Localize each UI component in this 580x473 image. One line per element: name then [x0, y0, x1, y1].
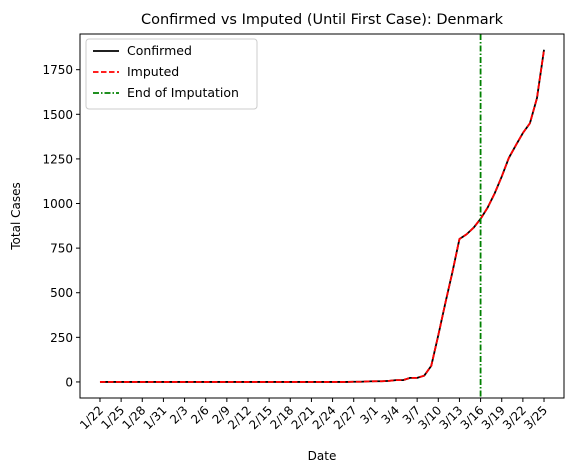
y-tick-label: 500 [50, 286, 73, 300]
legend-box [85, 38, 258, 110]
y-tick-label: 1000 [42, 197, 73, 211]
series-line-imputed [99, 49, 545, 383]
x-tick-label: 2/27 [331, 403, 360, 432]
y-tick-label: 1500 [42, 108, 73, 122]
y-tick-label: 0 [65, 375, 73, 389]
chart-title: Confirmed vs Imputed (Until First Case):… [141, 12, 504, 28]
x-tick-label: 2/6 [188, 403, 212, 427]
x-axis: 1/221/251/281/312/32/62/92/122/152/182/2… [77, 398, 550, 432]
legend-label-confirmed: Confirmed [127, 43, 192, 58]
x-tick-label: 1/31 [141, 403, 170, 432]
legend-label-imputed: Imputed [127, 64, 179, 79]
y-tick-label: 250 [50, 331, 73, 345]
y-tick-label: 1750 [42, 63, 73, 77]
y-tick-label: 1250 [42, 152, 73, 166]
x-axis-label: Date [308, 449, 337, 463]
legend-label-end-of-imputation: End of Imputation [127, 85, 239, 100]
y-axis-label: Total Cases [9, 182, 23, 250]
x-tick-label: 3/4 [379, 403, 403, 427]
x-tick-label: 3/25 [521, 403, 550, 432]
x-tick-label: 3/1 [357, 403, 381, 427]
legend: Confirmed Imputed End of Imputation [85, 38, 258, 110]
y-tick-label: 750 [50, 242, 73, 256]
x-tick-label: 2/3 [167, 403, 191, 427]
plot-frame [79, 33, 565, 399]
y-axis: 0 250 500 750 1000 1250 1500 1750 [42, 63, 80, 389]
plot-area [99, 34, 545, 398]
